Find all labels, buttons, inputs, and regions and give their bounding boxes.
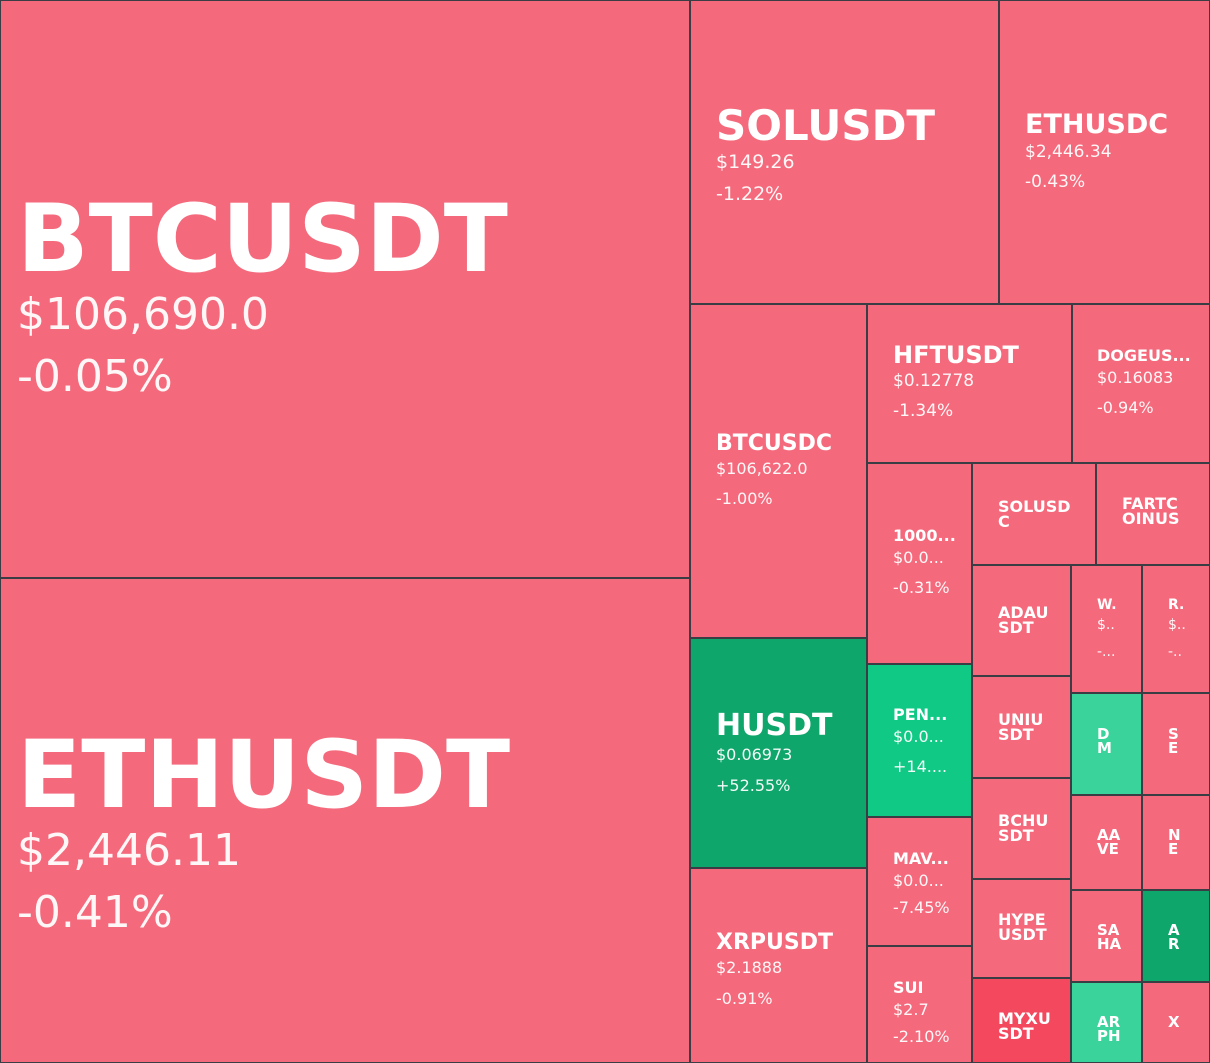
- tile-price: $149.26: [716, 151, 795, 173]
- tile-sui[interactable]: SUI $2.7 -2.10%: [867, 946, 972, 1063]
- tile-fartcoin[interactable]: FARTC OINUS: [1096, 463, 1210, 565]
- tile-dogeusdt[interactable]: DOGEUS... $0.16083 -0.94%: [1072, 304, 1210, 463]
- tile-price: $106,690.0: [17, 289, 269, 340]
- tile-solusdc[interactable]: SOLUSD C: [972, 463, 1096, 565]
- tile-change: -7.45%: [893, 898, 950, 917]
- tile-change: +14....: [893, 757, 948, 776]
- tile-change: -1.22%: [716, 183, 784, 205]
- tile-symbol: SA HA: [1097, 921, 1122, 953]
- tile-symbol: MAV...: [893, 849, 949, 868]
- tile-symbol: PEN...: [893, 705, 948, 724]
- tile-ethusdt[interactable]: ETHUSDT $2,446.11 -0.41%: [0, 578, 690, 1063]
- tile-symbol: DOGEUS...: [1097, 346, 1191, 365]
- tile-symbol: N E: [1168, 826, 1181, 858]
- tile-symbol: X: [1168, 1013, 1180, 1031]
- tile-pen[interactable]: PEN... $0.0... +14....: [867, 664, 972, 817]
- tile-bchusdt[interactable]: BCHU SDT: [972, 778, 1071, 879]
- tile-hypeusdt[interactable]: HYPE USDT: [972, 879, 1071, 978]
- tile-symbol: A R: [1168, 921, 1180, 953]
- tile-change: -0.91%: [716, 989, 773, 1008]
- tile-x[interactable]: X: [1142, 982, 1210, 1063]
- tile-symbol: UNIU SDT: [998, 710, 1044, 744]
- tile-hftusdt[interactable]: HFTUSDT $0.12778 -1.34%: [867, 304, 1072, 463]
- tile-symbol: BTCUSDC: [716, 431, 833, 456]
- tile-mav[interactable]: MAV... $0.0... -7.45%: [867, 817, 972, 946]
- tile-change: -0.31%: [893, 578, 950, 597]
- tile-symbol: ETHUSDC: [1025, 109, 1169, 140]
- tile-saha[interactable]: SA HA: [1071, 890, 1142, 982]
- tile-price: $0.06973: [716, 745, 793, 764]
- tile-price: $2,446.11: [17, 825, 241, 876]
- tile-ar2[interactable]: A R: [1142, 890, 1210, 982]
- tile-ethusdc[interactable]: ETHUSDC $2,446.34 -0.43%: [999, 0, 1210, 304]
- tile-change: -2.10%: [893, 1027, 950, 1046]
- tile-symbol: 1000...: [893, 526, 956, 545]
- tile-btcusdt[interactable]: BTCUSDT $106,690.0 -0.05%: [0, 0, 690, 578]
- tile-symbol: XRPUSDT: [716, 930, 834, 955]
- tile-solusdt[interactable]: SOLUSDT $149.26 -1.22%: [690, 0, 999, 304]
- tile-change: +52.55%: [716, 776, 791, 795]
- tile-se[interactable]: S E: [1142, 693, 1210, 795]
- tile-symbol: W.: [1097, 597, 1117, 613]
- tile-symbol: SUI: [893, 978, 924, 997]
- tile-symbol: BCHU SDT: [998, 811, 1049, 845]
- tile-price: $0.12778: [893, 371, 975, 391]
- tile-symbol: ADAU SDT: [998, 603, 1049, 637]
- tile-r[interactable]: R. $.. -..: [1142, 565, 1210, 693]
- tile-price: $0.0...: [893, 727, 944, 746]
- tile-price: $2,446.34: [1025, 142, 1112, 162]
- tile-myxusdt[interactable]: MYXU SDT: [972, 978, 1071, 1063]
- tile-dm[interactable]: D M: [1071, 693, 1142, 795]
- tile-price: $106,622.0: [716, 459, 808, 478]
- tile-price: $2.1888: [716, 958, 783, 977]
- tile-price: $0.0...: [893, 548, 944, 567]
- tile-w[interactable]: W. $.. -...: [1071, 565, 1142, 693]
- tile-adausdt[interactable]: ADAU SDT: [972, 565, 1071, 676]
- tile-symbol: HUSDT: [716, 708, 833, 743]
- tile-change: -0.94%: [1097, 398, 1154, 417]
- tile-price: $0.0...: [893, 871, 944, 890]
- tile-symbol: HYPE USDT: [998, 910, 1047, 944]
- tile-change: -0.05%: [17, 351, 173, 402]
- tile-aave[interactable]: AA VE: [1071, 795, 1142, 890]
- tile-change: -0.43%: [1025, 172, 1086, 192]
- tile-change: -1.34%: [893, 401, 954, 421]
- tile-price: $0.16083: [1097, 368, 1174, 387]
- tile-symbol: ETHUSDT: [17, 721, 511, 830]
- tile-change: -..: [1168, 644, 1182, 660]
- tile-price: $..: [1168, 617, 1186, 633]
- tile-change: -1.00%: [716, 489, 773, 508]
- tile-symbol: HFTUSDT: [893, 341, 1019, 369]
- tile-symbol: MYXU SDT: [998, 1009, 1051, 1043]
- tile-price: $2.7: [893, 1000, 929, 1019]
- tile-symbol: AR PH: [1097, 1013, 1121, 1045]
- tile-xrpusdt[interactable]: XRPUSDT $2.1888 -0.91%: [690, 868, 867, 1063]
- tile-change: -0.41%: [17, 887, 173, 938]
- tile-ar[interactable]: AR PH: [1071, 982, 1142, 1063]
- tile-symbol: FARTC OINUS: [1122, 494, 1180, 528]
- tile-uniusdt[interactable]: UNIU SDT: [972, 676, 1071, 778]
- tile-symbol: SOLUSD C: [998, 497, 1071, 531]
- tile-symbol: D M: [1097, 725, 1112, 757]
- tile-symbol: S E: [1168, 725, 1179, 757]
- tile-symbol: AA VE: [1097, 826, 1121, 858]
- tile-change: -...: [1097, 644, 1116, 660]
- tile-husdt[interactable]: HUSDT $0.06973 +52.55%: [690, 638, 867, 868]
- tile-symbol: SOLUSDT: [716, 101, 936, 150]
- tile-ne[interactable]: N E: [1142, 795, 1210, 890]
- tile-btcusdc[interactable]: BTCUSDC $106,622.0 -1.00%: [690, 304, 867, 638]
- tile-symbol: R.: [1168, 597, 1185, 613]
- tile-symbol: BTCUSDT: [17, 185, 508, 294]
- tile-t1000[interactable]: 1000... $0.0... -0.31%: [867, 463, 972, 664]
- tile-price: $..: [1097, 617, 1115, 633]
